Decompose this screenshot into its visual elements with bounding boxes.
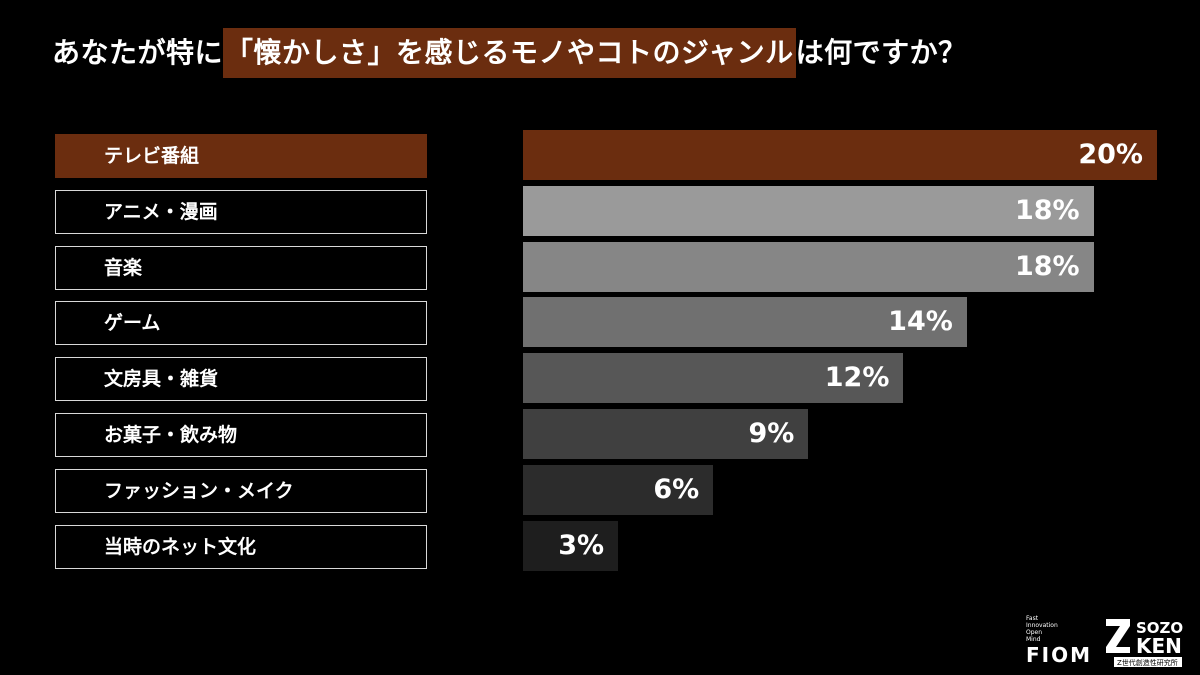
zken-logo: SOZO KEN Z世代創造性研究所 xyxy=(1104,617,1184,669)
category-label: テレビ番組 xyxy=(55,134,427,178)
bar: 6% xyxy=(523,464,714,515)
title-highlight: 「懐かしさ」を感じるモノやコトのジャンル xyxy=(223,28,796,78)
fiom-tagline-1: Fast xyxy=(1026,615,1039,622)
zken-logo-mark: SOZO KEN Z世代創造性研究所 xyxy=(1106,619,1183,667)
bar: 20% xyxy=(523,130,1157,180)
fiom-tagline-4: Mind xyxy=(1026,636,1041,643)
title-pre: あなたが特に xyxy=(52,36,224,69)
bar: 3% xyxy=(523,520,619,571)
bar-value-label: 6% xyxy=(653,473,700,505)
title-post: は何ですか？ xyxy=(795,36,967,69)
bar: 18% xyxy=(523,185,1094,236)
bar-value-label: 18% xyxy=(1014,250,1080,282)
bar: 14% xyxy=(523,297,967,348)
zken-sozo: SOZO xyxy=(1136,619,1183,637)
chart-title: あなたが特に「懐かしさ」を感じるモノやコトのジャンルは何ですか？ xyxy=(52,28,967,78)
bar: 9% xyxy=(523,409,809,459)
zken-ken: KEN xyxy=(1136,634,1182,658)
bar-value-label: 18% xyxy=(1014,194,1080,226)
category-label: ゲーム xyxy=(55,301,427,346)
category-label: 文房具・雑貨 xyxy=(55,357,427,402)
fiom-wordmark: FIOM xyxy=(1026,643,1093,667)
fiom-tagline-2: Innovation xyxy=(1026,622,1058,629)
bar: 18% xyxy=(523,241,1094,292)
bar-value-label: 14% xyxy=(888,306,953,338)
bar: 12% xyxy=(523,353,904,404)
category-label: お菓子・飲み物 xyxy=(55,413,427,457)
bar-value-label: 12% xyxy=(824,362,890,394)
bar-value-label: 9% xyxy=(748,418,795,449)
zken-sub: Z世代創造性研究所 xyxy=(1117,658,1178,667)
category-label: アニメ・漫画 xyxy=(55,189,427,234)
category-label: ファッション・メイク xyxy=(55,468,427,513)
category-label: 音楽 xyxy=(55,245,427,290)
bar-value-label: 20% xyxy=(1078,139,1143,170)
category-label: 当時のネット文化 xyxy=(55,524,427,569)
bar-value-label: 3% xyxy=(558,529,605,561)
fiom-logo: Fast Innovation Open Mind FIOM xyxy=(1026,615,1096,667)
fiom-tagline-3: Open xyxy=(1026,629,1043,636)
